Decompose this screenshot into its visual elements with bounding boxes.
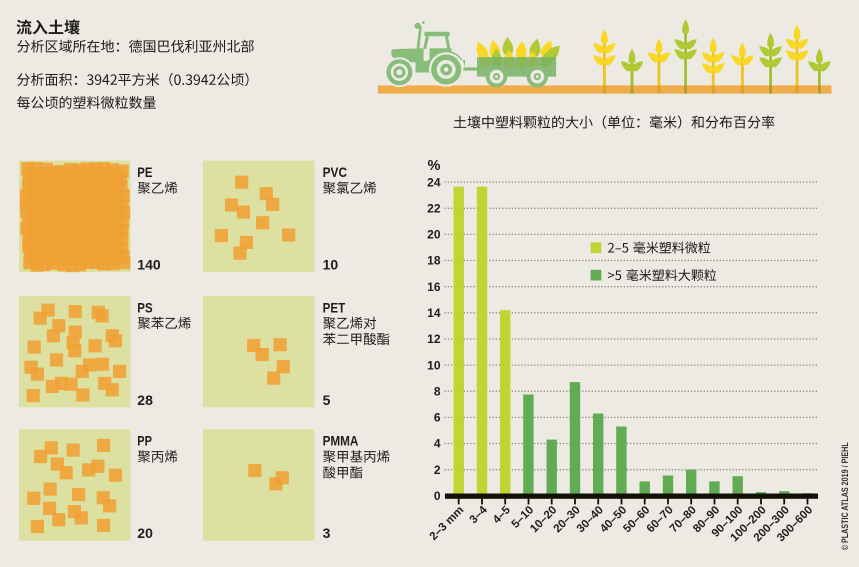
svg-text:8: 8 [434, 384, 441, 398]
svg-text:PVC: PVC [323, 164, 348, 180]
svg-text:14: 14 [427, 306, 441, 320]
svg-text:2: 2 [434, 463, 441, 477]
svg-text:5: 5 [323, 392, 331, 408]
svg-text:6: 6 [434, 411, 441, 425]
svg-text:16: 16 [427, 280, 441, 294]
svg-text:28: 28 [137, 392, 153, 408]
svg-text:12: 12 [427, 332, 441, 346]
svg-text:%: % [428, 158, 441, 174]
svg-text:3: 3 [323, 525, 331, 541]
svg-text:10: 10 [427, 358, 441, 372]
svg-text:PP: PP [137, 433, 152, 449]
svg-text:0: 0 [434, 489, 441, 503]
svg-text:PS: PS [137, 299, 152, 315]
svg-text:22: 22 [427, 202, 441, 216]
svg-text:PE: PE [137, 164, 152, 180]
svg-text:140: 140 [137, 257, 161, 273]
svg-text:10: 10 [323, 257, 339, 273]
svg-text:20: 20 [427, 228, 441, 242]
svg-text:4: 4 [434, 437, 441, 451]
svg-text:18: 18 [427, 254, 441, 268]
svg-text:24: 24 [427, 175, 441, 189]
svg-text:20: 20 [137, 525, 153, 541]
svg-text:PET: PET [323, 299, 346, 315]
svg-text:© PLASTIC ATLAS 2019 / PIEHL: © PLASTIC ATLAS 2019 / PIEHL [840, 442, 851, 550]
svg-text:PMMA: PMMA [323, 433, 359, 449]
